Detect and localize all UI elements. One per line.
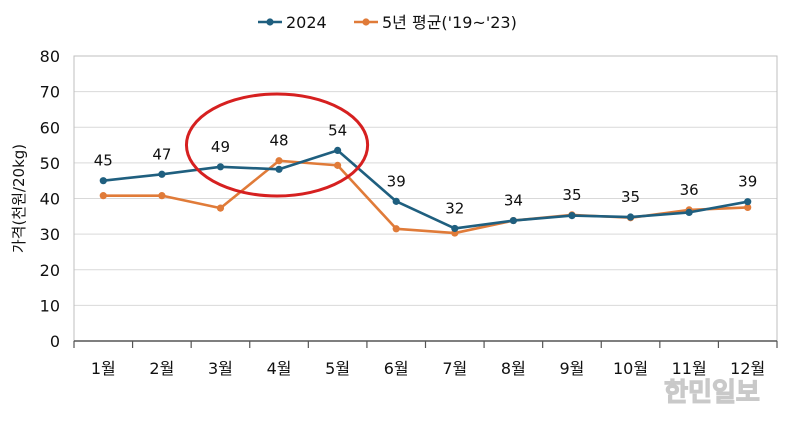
series-5yr-avg-point	[99, 192, 107, 200]
series-2024-point	[744, 198, 752, 206]
series-2024-point	[275, 165, 283, 173]
x-tick-label: 2월	[149, 359, 174, 378]
y-tick-label: 50	[40, 154, 60, 173]
data-label: 39	[387, 172, 406, 190]
series-2024-point	[334, 146, 342, 155]
x-tick-label: 9월	[560, 359, 585, 378]
series-2024-point	[626, 213, 635, 221]
series-5yr-avg-point	[216, 204, 225, 212]
legend-2024-marker	[266, 18, 274, 26]
y-tick-label: 80	[40, 47, 60, 66]
y-tick-label: 70	[40, 83, 60, 102]
legend-2024-label: 2024	[286, 13, 327, 32]
data-labels: 45 47 49 48 54 39 32 34 35 35 36 39	[94, 121, 758, 217]
y-tick-label: 20	[40, 261, 60, 280]
data-label: 32	[445, 199, 464, 217]
x-tick-label: 11월	[672, 359, 707, 378]
x-tick-label: 6월	[384, 359, 409, 378]
series-5yr-avg-point	[158, 192, 166, 200]
legend-5yr-avg-label: 5년 평균('19~'23)	[382, 13, 517, 32]
series-layer	[99, 146, 752, 237]
highlight-ellipse	[184, 92, 370, 198]
series-2024-point	[568, 212, 576, 220]
y-tick-label: 0	[50, 332, 60, 351]
data-label: 34	[504, 192, 523, 210]
data-label: 36	[680, 181, 699, 199]
series-2024-point	[451, 224, 459, 233]
series-2024-point	[158, 170, 166, 178]
series-5yr-avg-point	[392, 225, 400, 233]
data-label: 45	[94, 152, 113, 170]
data-label: 35	[621, 188, 640, 206]
data-label: 54	[328, 121, 347, 139]
x-tick-label: 5월	[325, 359, 350, 378]
data-label: 35	[562, 186, 581, 204]
y-tick-label: 30	[40, 225, 60, 244]
x-tick-label: 4월	[267, 359, 292, 378]
series-5yr-avg-point	[334, 161, 342, 169]
series-5yr-avg-point	[275, 157, 283, 165]
y-tick-label: 60	[40, 118, 60, 137]
x-tick-label: 10월	[613, 359, 648, 378]
legend: 2024 5년 평균('19~'23)	[258, 13, 517, 32]
x-axis-ticks: 1월 2월 3월 4월 5월 6월 7월 8월 9월 10월 11월 12월	[73, 340, 778, 378]
x-tick-label: 7월	[442, 359, 467, 378]
watermark-logo: 한민일보	[664, 378, 760, 408]
data-label: 49	[211, 138, 230, 156]
data-label: 39	[738, 173, 757, 191]
x-tick-label: 3월	[208, 359, 233, 378]
x-tick-label: 12월	[730, 359, 765, 378]
series-2024-point	[392, 197, 400, 205]
x-tick-label: 8월	[501, 359, 526, 378]
x-tick-label: 1월	[91, 359, 116, 378]
series-5yr-avg-point	[744, 203, 752, 212]
series-2024-point	[509, 216, 517, 225]
data-label: 48	[269, 132, 288, 150]
data-label: 47	[152, 145, 171, 163]
y-tick-label: 10	[40, 296, 60, 315]
series-2024-point	[216, 163, 225, 171]
series-2024-line	[103, 149, 748, 230]
y-axis-label: 가격(천원/20kg)	[10, 144, 28, 253]
y-tick-label: 40	[40, 190, 60, 209]
series-2024-point	[685, 208, 693, 216]
y-axis-ticks: 0 10 20 30 40 50 60 70 80	[40, 47, 60, 351]
series-2024-point	[99, 177, 107, 185]
legend-5yr-avg-marker	[362, 18, 370, 26]
